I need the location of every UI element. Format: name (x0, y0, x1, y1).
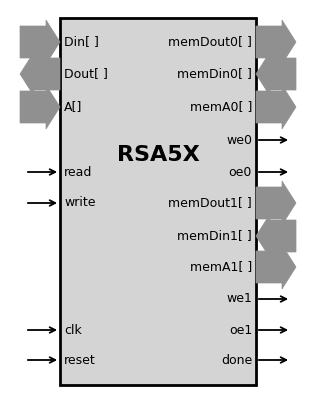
PathPatch shape (256, 52, 296, 96)
PathPatch shape (20, 85, 60, 129)
Text: memA0[ ]: memA0[ ] (190, 100, 252, 114)
Text: oe0: oe0 (228, 166, 252, 178)
Text: oe1: oe1 (229, 324, 252, 336)
PathPatch shape (256, 20, 296, 64)
Text: RSA5X: RSA5X (117, 145, 199, 165)
Text: we0: we0 (226, 134, 252, 146)
Text: memDin1[ ]: memDin1[ ] (177, 230, 252, 242)
Text: clk: clk (64, 324, 82, 336)
Bar (60, 18, 256, 385)
Text: memA1[ ]: memA1[ ] (190, 260, 252, 274)
PathPatch shape (20, 52, 60, 96)
PathPatch shape (256, 85, 296, 129)
Text: write: write (64, 196, 95, 210)
Text: we1: we1 (226, 292, 252, 306)
PathPatch shape (20, 20, 60, 64)
Text: reset: reset (64, 354, 96, 366)
Text: memDin0[ ]: memDin0[ ] (177, 68, 252, 80)
PathPatch shape (256, 214, 296, 258)
PathPatch shape (256, 181, 296, 225)
Text: Din[ ]: Din[ ] (64, 36, 99, 48)
PathPatch shape (256, 245, 296, 289)
Text: A[]: A[] (64, 100, 82, 114)
Text: memDout1[ ]: memDout1[ ] (168, 196, 252, 210)
Text: done: done (221, 354, 252, 366)
Text: read: read (64, 166, 92, 178)
Text: memDout0[ ]: memDout0[ ] (168, 36, 252, 48)
Text: Dout[ ]: Dout[ ] (64, 68, 108, 80)
